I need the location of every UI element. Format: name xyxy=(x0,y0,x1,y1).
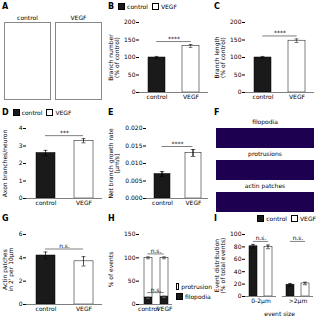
svg-text:Net branch growth rate[μm/s]: Net branch growth rate[μm/s] xyxy=(107,128,121,198)
svg-text:VEGF: VEGF xyxy=(76,199,93,206)
svg-text:***: *** xyxy=(60,129,69,136)
html-text:D: D xyxy=(2,107,9,117)
svg-text:3: 3 xyxy=(19,142,23,149)
svg-text:VEGF: VEGF xyxy=(183,93,200,100)
svg-text:Axon branches/neuron: Axon branches/neuron xyxy=(1,129,8,197)
html-text:F: F xyxy=(214,107,220,117)
svg-text:150: 150 xyxy=(230,36,242,43)
svg-text:100: 100 xyxy=(230,230,242,237)
svg-text:control: control xyxy=(138,304,159,312)
html-text:G: G xyxy=(2,213,9,223)
svg-text:0: 0 xyxy=(238,292,242,299)
html-text:control: control xyxy=(21,108,43,116)
html-text:B: B xyxy=(108,1,115,11)
svg-text:50: 50 xyxy=(234,71,242,78)
svg-text:80: 80 xyxy=(234,243,242,250)
html-text:VEGF: VEGF xyxy=(300,214,316,222)
svg-text:0.015: 0.015 xyxy=(125,142,142,149)
html-text:filopodia: filopodia xyxy=(252,118,278,125)
svg-text:0.000: 0.000 xyxy=(125,194,142,201)
svg-text:60: 60 xyxy=(234,255,242,262)
html-text:protrusion: protrusion xyxy=(181,283,212,290)
html-text:C: C xyxy=(214,1,220,11)
svg-text:0.020: 0.020 xyxy=(125,124,142,131)
svg-text:0: 0 xyxy=(132,300,136,307)
svg-text:>2μm: >2μm xyxy=(289,297,308,305)
svg-text:20: 20 xyxy=(234,280,242,287)
svg-text:Branch number(% of control): Branch number(% of control) xyxy=(107,34,120,81)
svg-text:0: 0 xyxy=(19,194,23,201)
html-text:protrusions: protrusions xyxy=(248,150,282,157)
svg-text:n.s.: n.s. xyxy=(293,234,304,241)
svg-text:150: 150 xyxy=(124,36,136,43)
svg-text:100: 100 xyxy=(124,254,136,261)
svg-text:1: 1 xyxy=(19,177,23,184)
svg-text:event size: event size xyxy=(264,310,295,317)
html-text:actin patches: actin patches xyxy=(244,182,286,189)
svg-text:n.s.: n.s. xyxy=(59,242,70,249)
svg-text:0: 0 xyxy=(19,300,23,307)
svg-text:0-2μm: 0-2μm xyxy=(251,297,271,305)
svg-text:2: 2 xyxy=(19,277,23,284)
svg-text:VEGF: VEGF xyxy=(186,199,203,206)
svg-text:Actin patchesin 2' per 10μm: Actin patchesin 2' per 10μm xyxy=(1,247,15,291)
svg-text:6: 6 xyxy=(19,230,23,237)
svg-text:n.s.: n.s. xyxy=(151,247,162,254)
svg-text:200: 200 xyxy=(230,18,242,25)
svg-text:0: 0 xyxy=(238,88,242,95)
svg-text:control: control xyxy=(152,199,173,206)
svg-text:0.005: 0.005 xyxy=(125,177,142,184)
svg-text:VEGF: VEGF xyxy=(157,305,174,312)
svg-text:50: 50 xyxy=(128,71,136,78)
svg-text:4: 4 xyxy=(19,254,23,261)
svg-text:40: 40 xyxy=(234,268,242,275)
html-text:VEGF: VEGF xyxy=(70,14,87,21)
html-text:I: I xyxy=(214,213,217,223)
svg-text:control: control xyxy=(36,199,57,206)
svg-text:2: 2 xyxy=(19,159,23,166)
svg-text:0: 0 xyxy=(132,88,136,95)
svg-text:****: **** xyxy=(172,140,184,147)
svg-text:100: 100 xyxy=(230,53,242,60)
svg-text:n.s.: n.s. xyxy=(256,234,267,241)
svg-text:50: 50 xyxy=(128,277,136,284)
svg-text:VEGF: VEGF xyxy=(76,305,93,312)
svg-text:control: control xyxy=(36,305,57,312)
svg-text:****: **** xyxy=(274,29,286,36)
svg-text:VEGF: VEGF xyxy=(289,93,306,100)
html-text:VEGF: VEGF xyxy=(55,108,72,116)
html-text:filopodia: filopodia xyxy=(185,293,211,300)
svg-text:4: 4 xyxy=(19,124,23,131)
html-text:control: control xyxy=(127,2,148,10)
svg-text:Event distribution(% of total: Event distribution(% of total events) xyxy=(213,238,226,294)
svg-text:100: 100 xyxy=(124,53,136,60)
svg-text:150: 150 xyxy=(124,230,136,237)
svg-text:0.010: 0.010 xyxy=(125,159,142,166)
html-text:A: A xyxy=(2,1,9,11)
html-text:VEGF: VEGF xyxy=(160,2,177,10)
html-text:E: E xyxy=(108,107,114,117)
svg-text:200: 200 xyxy=(124,18,136,25)
svg-text:control: control xyxy=(147,93,168,100)
html-text:H: H xyxy=(108,213,115,223)
html-text:control: control xyxy=(266,214,287,222)
svg-text:****: **** xyxy=(168,35,180,42)
html-text:control: control xyxy=(17,14,38,21)
svg-text:control: control xyxy=(253,93,274,100)
svg-text:Branch length(% of control): Branch length(% of control) xyxy=(213,36,226,78)
svg-text:% of events: % of events xyxy=(107,252,114,288)
svg-text:n.s.: n.s. xyxy=(151,286,162,293)
